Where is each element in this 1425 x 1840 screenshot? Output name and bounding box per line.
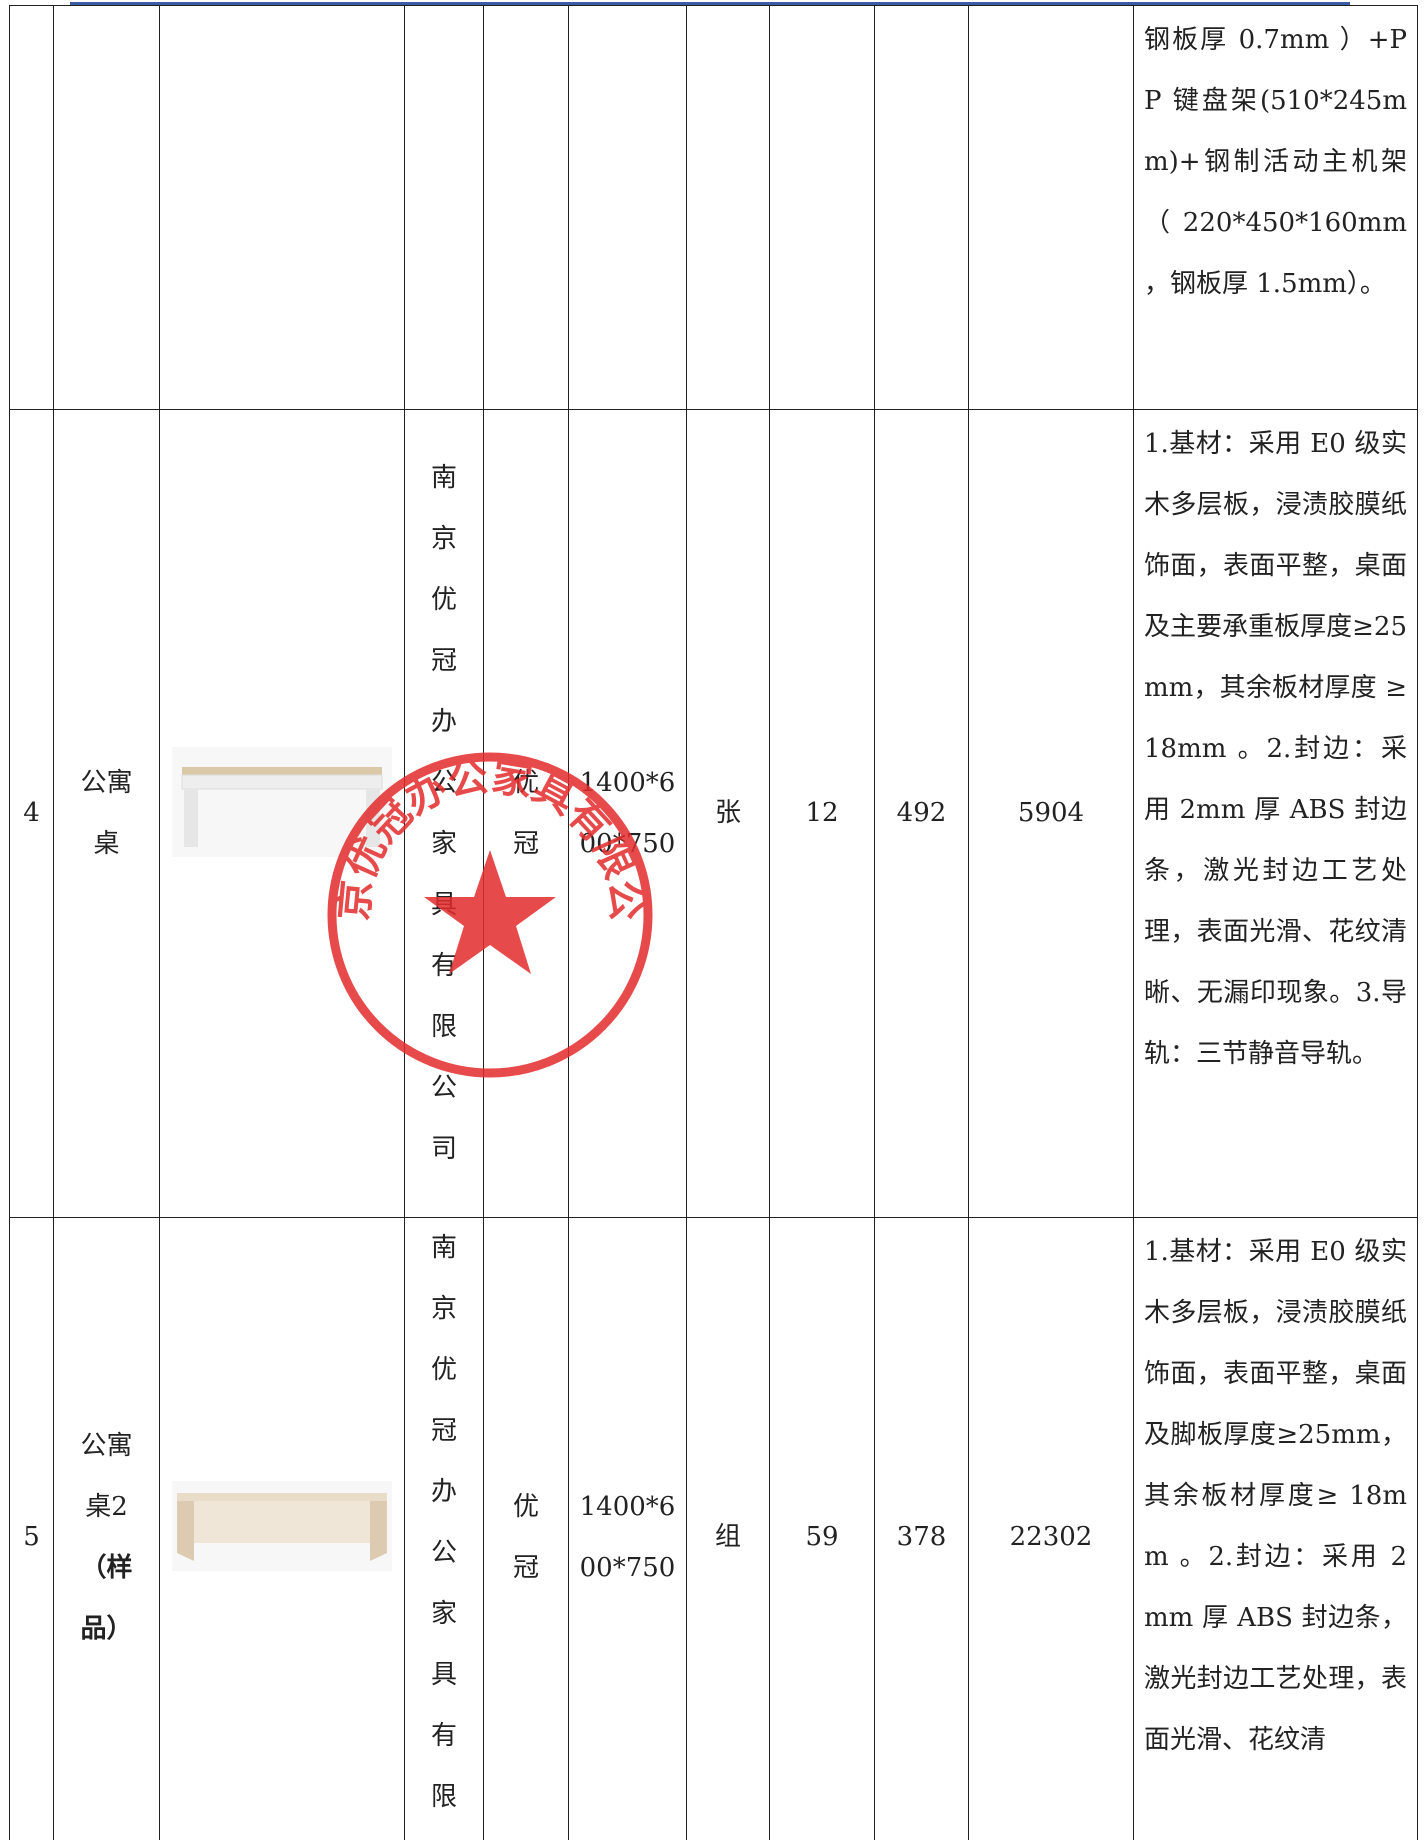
- product-table: 钢板厚 0.7mm ）+PP 键盘架(510*245mm)+钢制活动主机架（ 2…: [9, 5, 1418, 1840]
- maker-cell: 南京优冠办公家具有限: [404, 1217, 484, 1840]
- qty-cell: 59: [769, 1217, 875, 1840]
- row: 5 公寓桌2 （样品） 南京优冠办公家具有限 优冠 1400*600*750 组 …: [9, 1217, 1418, 1840]
- maker: 南京优冠办公家具有限: [430, 1233, 457, 1812]
- row: 4 公寓桌 南京优冠办公家具有限公司 优冠 1400*600*750 张 12 …: [9, 409, 1418, 1218]
- brand-cell: 优冠: [483, 409, 569, 1218]
- maker-cell: 南京优冠办公家具有限公司: [404, 409, 484, 1218]
- name: 公寓桌2: [80, 1430, 133, 1522]
- no-cell: 4: [9, 409, 54, 1218]
- no-cell: 5: [9, 1217, 54, 1840]
- header-rule: [70, 2, 1350, 5]
- spec-cell: 钢板厚 0.7mm ）+PP 键盘架(510*245mm)+钢制活动主机架（ 2…: [1133, 5, 1418, 410]
- name-cell: 公寓桌2 （样品）: [53, 1217, 160, 1840]
- price-cell: 378: [874, 1217, 969, 1840]
- unit-cell: 张: [686, 409, 770, 1218]
- name-note: （样品）: [80, 1552, 133, 1644]
- row: 钢板厚 0.7mm ）+PP 键盘架(510*245mm)+钢制活动主机架（ 2…: [9, 5, 1418, 410]
- qty-cell: 12: [769, 409, 875, 1218]
- company-stamp: 南京优冠办公家具有限公司: [320, 745, 653, 1078]
- name: 公寓桌: [80, 767, 133, 859]
- total-cell: 22302: [968, 1217, 1134, 1840]
- price-cell: 492: [874, 409, 969, 1218]
- spec-cell: 1.基材：采用 E0 级实木多层板，浸渍胶膜纸饰面，表面平整，桌面及主要承重板厚…: [1133, 409, 1418, 1218]
- brand: 优冠: [512, 767, 539, 859]
- brand: 优冠: [512, 1491, 539, 1583]
- size-cell: 1400*600*750: [568, 1217, 687, 1840]
- desk-image: [172, 1481, 392, 1571]
- spec-cell: 1.基材：采用 E0 级实木多层板，浸渍胶膜纸饰面，表面平整，桌面及脚板厚度≥2…: [1133, 1217, 1418, 1840]
- unit-cell: 组: [686, 1217, 770, 1840]
- name-cell: 公寓桌: [53, 409, 160, 1218]
- maker: 南京优冠办公家具有限公司: [430, 462, 457, 1164]
- brand-cell: 优冠: [483, 1217, 569, 1840]
- total-cell: 5904: [968, 409, 1134, 1218]
- image-cell: [159, 1217, 405, 1840]
